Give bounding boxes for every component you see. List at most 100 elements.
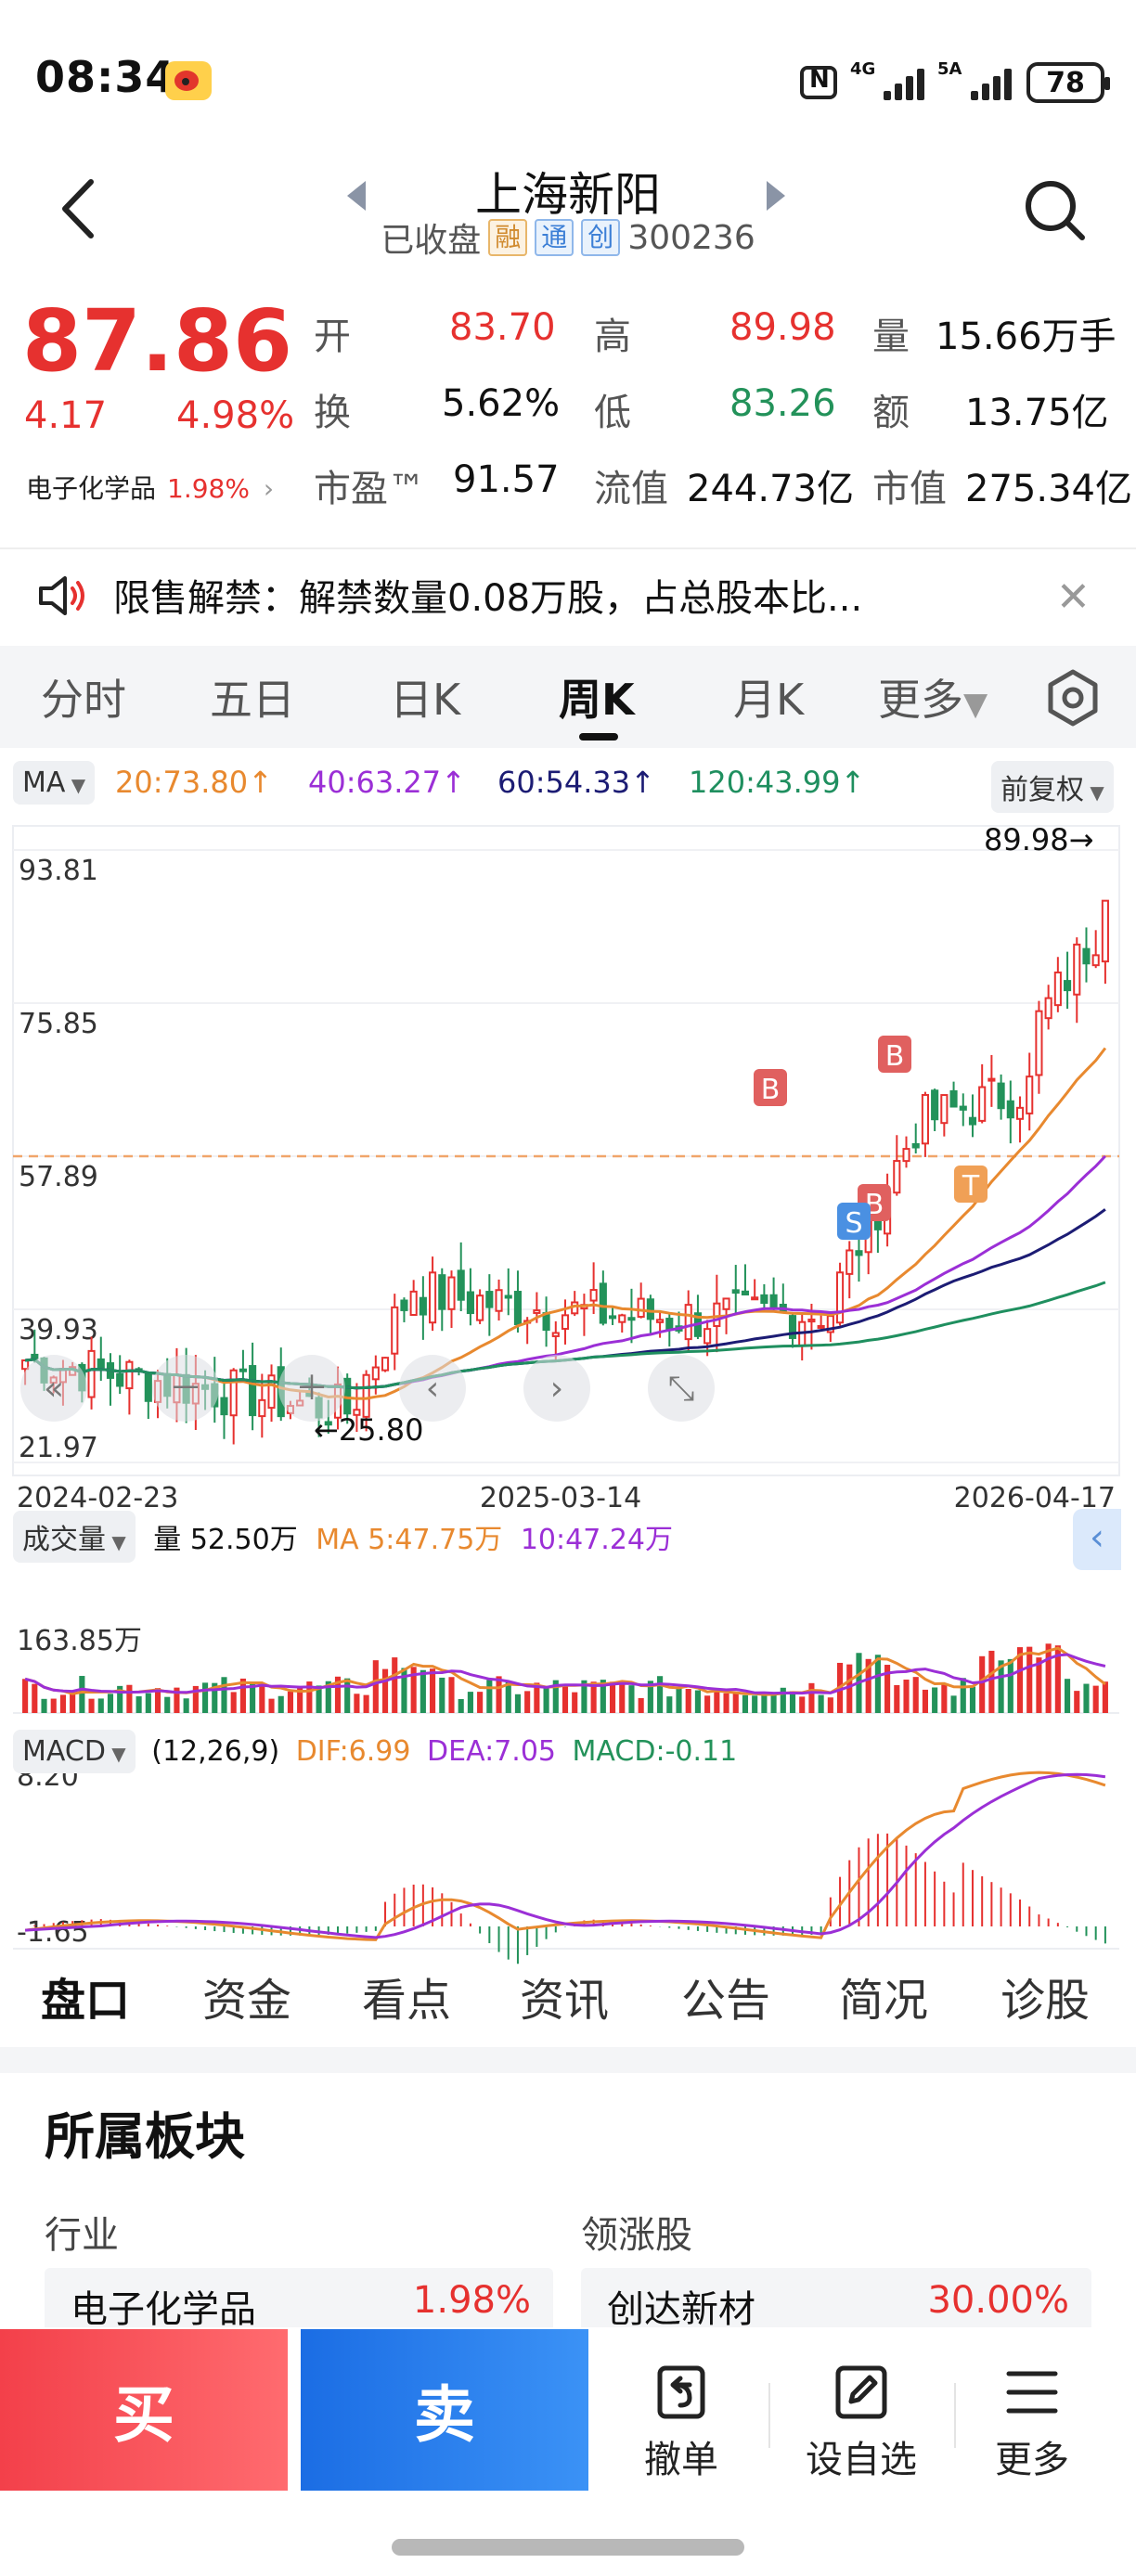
rewind-icon[interactable]: [20, 1355, 87, 1422]
high-label: 高: [594, 316, 631, 358]
candle-body: [741, 1290, 750, 1296]
back-arrow-icon[interactable]: [56, 176, 102, 241]
ma40-line: [24, 1154, 1106, 1390]
volume-bar: [600, 1680, 606, 1713]
tab-daily-k[interactable]: 日K: [390, 675, 461, 725]
volume-y-max: 163.85万: [17, 1625, 142, 1657]
chart-area[interactable]: MA ▼ 20:73.80↑ 40:63.27↑ 60:54.33↑ 120:4…: [0, 748, 1136, 1964]
tab-diagnosis[interactable]: 诊股: [1000, 1975, 1091, 2027]
volume-legend: 成交量 ▼ 量 52.50万 MA 5:47.75万 10:47.24万: [13, 1511, 673, 1563]
volume-bar: [1045, 1643, 1052, 1713]
candle-body: [713, 1302, 721, 1328]
volume-bar: [477, 1692, 484, 1713]
volume-selector[interactable]: 成交量 ▼: [13, 1511, 136, 1563]
zoom-in-icon[interactable]: [278, 1355, 345, 1422]
volume-bar: [344, 1678, 351, 1713]
candle-body: [835, 1271, 845, 1324]
volume-bar: [154, 1688, 161, 1713]
candle-body: [447, 1276, 456, 1310]
clock: 08:34: [35, 52, 176, 102]
tab-announcements[interactable]: 公告: [681, 1975, 771, 2027]
sector-name: 电子化学品: [26, 473, 157, 504]
candle-body: [1053, 971, 1062, 1007]
industry-row[interactable]: 电子化学品 1.98%: [45, 2268, 553, 2333]
candle-body: [1006, 1100, 1014, 1119]
cancel-order-button[interactable]: 撤单: [598, 2364, 765, 2483]
leader-pct: 30.00%: [927, 2279, 1069, 2322]
action-divider: [768, 2383, 770, 2448]
candle-body: [324, 1421, 332, 1426]
zoom-out-icon[interactable]: [152, 1355, 219, 1422]
chevron-right-icon: ›: [263, 473, 275, 504]
volume-bar: [467, 1692, 473, 1713]
candle-body: [391, 1306, 399, 1355]
volume-bar: [354, 1694, 360, 1713]
candle-body: [551, 1332, 560, 1337]
volume-bar: [316, 1685, 322, 1713]
scroll-right-icon[interactable]: [523, 1355, 590, 1422]
industry-name: 电子化学品: [71, 2288, 256, 2331]
notice-bar[interactable]: 限售解禁：解禁数量0.08万股，占总股本比... ✕: [0, 547, 1136, 640]
volume-bar: [401, 1668, 407, 1713]
tab-weekly-k[interactable]: 周K: [559, 666, 635, 741]
volume-bar: [742, 1694, 749, 1713]
volume-bar: [202, 1682, 209, 1713]
tab-intraday[interactable]: 分时: [41, 675, 126, 725]
candle-body: [466, 1291, 474, 1315]
ma120-value: 120:43.99↑: [689, 765, 866, 800]
volume-bar: [41, 1698, 47, 1713]
candle-body: [1063, 980, 1072, 992]
more-button[interactable]: 更多: [949, 2364, 1116, 2483]
leader-name: 创达新材: [607, 2288, 755, 2331]
search-icon[interactable]: [1021, 176, 1088, 243]
ma-selector[interactable]: MA ▼: [13, 761, 96, 805]
volume-label: 量: [872, 316, 910, 358]
buy-button[interactable]: 买: [0, 2329, 288, 2491]
tab-orderbook[interactable]: 盘口: [41, 1964, 130, 2056]
menu-icon: [1006, 2371, 1058, 2414]
candle-body: [438, 1274, 446, 1310]
add-watchlist-button[interactable]: 设自选: [778, 2364, 945, 2483]
sell-button[interactable]: 卖: [301, 2329, 588, 2491]
tab-news[interactable]: 资讯: [520, 1975, 610, 2027]
close-icon[interactable]: ✕: [1056, 573, 1091, 621]
volume-bar: [1064, 1679, 1071, 1713]
volume-bar: [1026, 1646, 1033, 1713]
stock-name: 上海新阳: [475, 168, 661, 222]
volume-bar: [524, 1691, 531, 1713]
volume-bar: [372, 1660, 379, 1713]
trade-marker-B: [754, 1069, 787, 1106]
tab-monthly-k[interactable]: 月K: [733, 675, 805, 725]
network-type-2: 5A: [937, 59, 962, 79]
tab-profile[interactable]: 简况: [839, 1975, 929, 2027]
prev-stock-icon[interactable]: [347, 181, 366, 211]
trade-marker-S: [837, 1203, 871, 1240]
volume-bar: [1092, 1685, 1099, 1713]
volume-bar: [448, 1677, 455, 1713]
scroll-left-icon[interactable]: [399, 1355, 466, 1422]
candle-body: [419, 1296, 427, 1316]
volume-ma5: MA 5:47.75万: [316, 1524, 503, 1556]
volume-bar: [420, 1669, 426, 1713]
candle-body: [362, 1373, 370, 1418]
collapse-panel-icon[interactable]: ‹: [1073, 1509, 1121, 1570]
fullscreen-icon[interactable]: [648, 1355, 715, 1422]
next-stock-icon[interactable]: [767, 181, 785, 211]
macd-selector[interactable]: MACD ▼: [13, 1730, 136, 1773]
home-indicator[interactable]: [392, 2539, 744, 2556]
volume-bar: [932, 1687, 938, 1713]
adjust-selector[interactable]: 前复权 ▼: [991, 761, 1114, 813]
sectors-title: 所属板块: [45, 2107, 245, 2166]
kline-chart[interactable]: 93.81 75.85 57.89 39.93 21.97 2024-02-23 2025-…: [0, 813, 1136, 2010]
settings-icon[interactable]: [1043, 668, 1103, 728]
volume-bar: [1102, 1681, 1108, 1713]
tab-highlights[interactable]: 看点: [362, 1975, 452, 2027]
leader-row[interactable]: 创达新材 30.00%: [581, 2268, 1091, 2333]
sector-link[interactable]: 电子化学品 1.98% ›: [26, 469, 274, 506]
volume-bar: [79, 1676, 85, 1713]
tab-more[interactable]: 更多▼: [878, 666, 988, 728]
tab-funds[interactable]: 资金: [202, 1975, 292, 2027]
volume-bar: [941, 1684, 948, 1713]
last-price: 87.86: [22, 291, 293, 391]
tab-five-day[interactable]: 五日: [210, 675, 295, 725]
